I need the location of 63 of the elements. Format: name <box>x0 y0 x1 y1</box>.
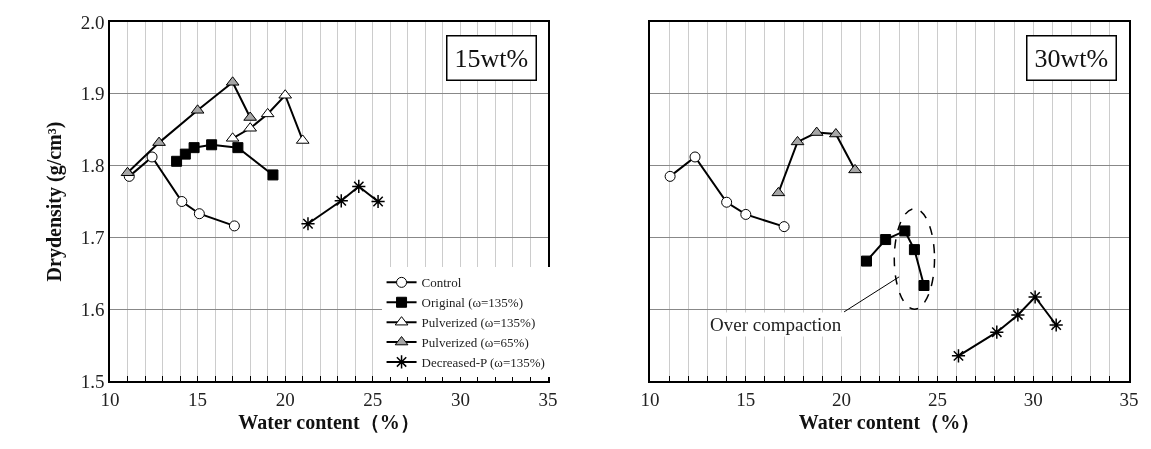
point <box>260 107 275 118</box>
point <box>232 142 244 154</box>
y-axis-title: Drydensity (g/cm³) <box>42 121 66 282</box>
point <box>740 208 752 220</box>
x-tick-label: 15 <box>188 388 208 410</box>
x-tick-label: 30 <box>1023 388 1043 410</box>
point <box>880 234 892 246</box>
x-tick-label: 20 <box>275 388 295 410</box>
y-tick-label: 2.0 <box>80 11 105 33</box>
point <box>300 216 316 232</box>
point <box>721 196 733 208</box>
legend-label: Decreased-P (ω=135%) <box>421 355 545 371</box>
point <box>848 163 862 174</box>
x-axis-title: Water content（%） <box>798 410 981 433</box>
point <box>951 348 966 364</box>
point <box>193 208 205 220</box>
point <box>861 255 873 267</box>
point <box>188 142 200 154</box>
x-tick-label: 35 <box>1119 388 1139 410</box>
point <box>370 194 386 209</box>
point <box>152 136 166 146</box>
point <box>908 244 920 256</box>
point <box>1048 317 1064 333</box>
x-tick-label: 25 <box>927 388 947 410</box>
point <box>333 193 349 209</box>
point <box>179 148 191 160</box>
annotation: 15wt% <box>454 43 529 73</box>
y-tick-label: 1.7 <box>80 227 105 249</box>
y-tick-label: 1.6 <box>80 298 105 320</box>
point <box>790 135 805 146</box>
point <box>989 324 1005 340</box>
y-tick-label: 1.8 <box>80 155 105 177</box>
x-axis-title: Water content（%） <box>238 410 420 433</box>
legend-label: Original (ω=135%) <box>421 295 524 311</box>
point <box>664 170 676 182</box>
point <box>267 169 279 181</box>
x-tick-label: 25 <box>363 388 383 410</box>
point <box>689 151 701 163</box>
legend-label: Control <box>421 275 462 291</box>
point <box>146 151 158 163</box>
point <box>1010 307 1026 323</box>
point <box>771 186 786 197</box>
point <box>899 225 911 237</box>
legend-label: Pulverized (ω=135%) <box>421 315 536 331</box>
y-tick-label: 1.9 <box>80 83 105 105</box>
x-tick-label: 20 <box>832 388 852 410</box>
point <box>206 139 218 151</box>
x-tick-label: 10 <box>640 388 660 410</box>
point <box>228 220 240 232</box>
annotation: Over compaction <box>710 314 842 335</box>
legend-label: Pulverized (ω=65%) <box>421 335 529 351</box>
x-tick-label: 35 <box>538 388 558 410</box>
point <box>778 221 790 233</box>
x-tick-label: 15 <box>736 388 756 410</box>
point <box>120 166 135 177</box>
x-tick-label: 30 <box>450 388 470 410</box>
point <box>918 280 930 292</box>
point <box>1027 289 1043 305</box>
point <box>351 179 367 194</box>
point <box>829 128 843 138</box>
annotation: 30wt% <box>1034 43 1109 73</box>
point <box>171 155 183 167</box>
point <box>176 196 188 207</box>
